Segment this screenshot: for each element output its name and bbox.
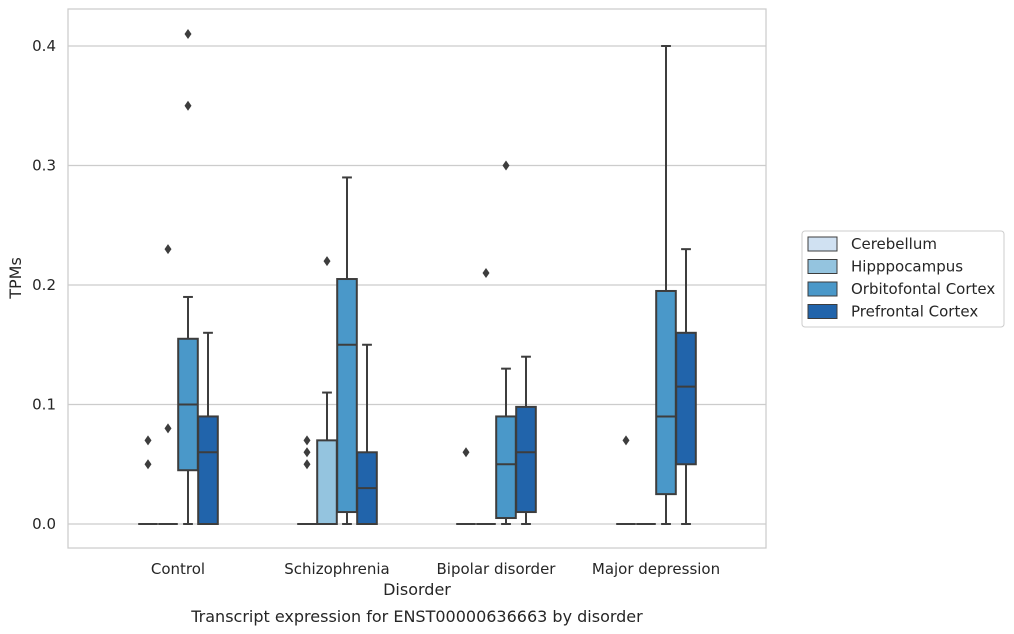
box-body [316, 439, 338, 526]
outlier-point [144, 459, 152, 470]
box-body [675, 331, 697, 466]
outlier-point [164, 423, 172, 434]
outlier-point [303, 435, 311, 446]
box-body [655, 289, 677, 496]
legend-label: Hipppocampus [851, 258, 963, 276]
y-tick-label: 0.1 [32, 396, 56, 414]
box-3-0 [197, 331, 219, 526]
box-0-2 [456, 447, 476, 525]
outlier-point [462, 447, 470, 458]
legend-label: Cerebellum [851, 235, 937, 253]
outlier-point [303, 447, 311, 458]
box-3-2 [515, 355, 537, 525]
legend-label: Prefrontal Cortex [851, 303, 978, 321]
outlier-point [323, 256, 331, 267]
legend-swatch [807, 281, 838, 297]
outlier-point [622, 435, 630, 446]
y-tick-label: 0.2 [32, 276, 56, 294]
outlier-point [502, 160, 510, 171]
x-tick-labels: Control Schizophrenia Bipolar disorder Majo… [151, 560, 720, 578]
y-axis-title: TPMs [6, 257, 25, 300]
box-body [336, 278, 358, 514]
box-body [495, 415, 517, 520]
x-axis-title: Disorder [383, 580, 451, 599]
legend-swatch [807, 236, 838, 252]
legend-swatch [807, 259, 838, 274]
outlier-point [184, 29, 192, 40]
legend-swatch [807, 304, 838, 319]
plot-frame [67, 8, 767, 549]
x-tick-label: Schizophrenia [284, 560, 389, 578]
box-2-1 [336, 176, 358, 525]
x-tick-label: Control [151, 560, 205, 578]
box-1-0 [158, 244, 178, 525]
x-tick-label: Major depression [592, 560, 720, 578]
box-3-1 [356, 343, 378, 525]
box-1-2 [476, 268, 496, 525]
box-body [515, 405, 537, 514]
outlier-point [303, 459, 311, 470]
box-0-3 [616, 435, 636, 525]
outlier-point [482, 268, 490, 279]
chart-caption: Transcript expression for ENST0000063666… [190, 607, 643, 626]
outlier-point [164, 244, 172, 255]
outlier-point [144, 435, 152, 446]
box-body [197, 415, 219, 526]
box-0-1 [297, 435, 317, 525]
legend: Cerebellum Hipppocampus Orbitofontal Corte… [801, 230, 1005, 328]
y-tick-label: 0.4 [32, 37, 56, 55]
legend-frame [801, 230, 1005, 328]
boxes [138, 29, 697, 526]
legend-label: Orbitofontal Cortex [851, 280, 995, 298]
y-tick-label: 0.3 [32, 157, 56, 175]
box-3-3 [675, 248, 697, 525]
x-tick-label: Bipolar disorder [437, 560, 557, 578]
y-tick-label: 0.0 [32, 515, 56, 533]
y-tick-labels: 0.0 0.1 0.2 0.3 0.4 [32, 37, 56, 533]
outlier-point [184, 100, 192, 111]
box-0-0 [138, 435, 158, 525]
box-2-0 [177, 29, 199, 525]
